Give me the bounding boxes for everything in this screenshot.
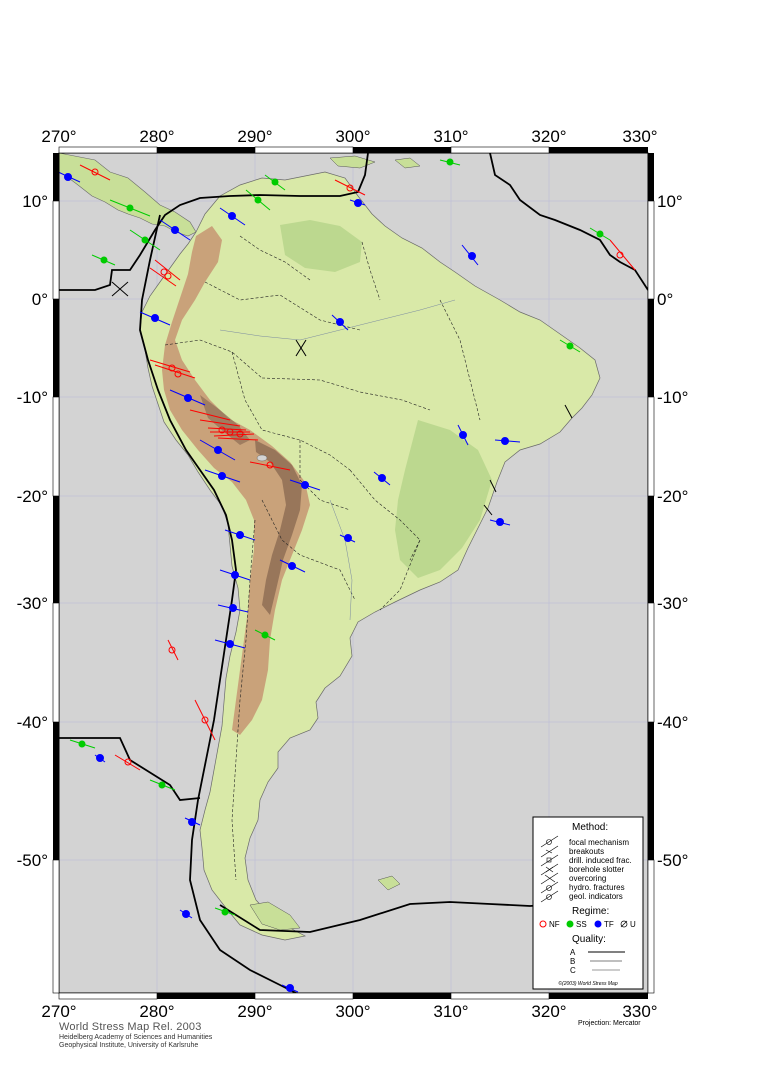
ss-symbols xyxy=(69,158,611,916)
open-circle-icon xyxy=(539,920,547,928)
lat-label: 10° xyxy=(657,192,683,211)
rivers xyxy=(219,299,456,621)
filled-circle-icon xyxy=(594,920,602,928)
legend-method-item: hydro. fractures xyxy=(569,883,625,892)
lat-label: 10° xyxy=(22,192,48,211)
lon-label: 300° xyxy=(335,1002,370,1021)
stress-data-points xyxy=(59,158,636,993)
plate-boundaries xyxy=(59,153,648,993)
legend-regime-label: SS xyxy=(576,920,587,929)
lon-label: 270° xyxy=(41,1002,76,1021)
latitude-labels-left: 10° 0° -10° -20° -30° -40° -50° xyxy=(17,192,48,870)
legend-method-item: geol. indicators xyxy=(569,892,623,901)
lon-label: 320° xyxy=(531,127,566,146)
caribbean-islands xyxy=(329,155,421,169)
lat-label: -10° xyxy=(17,388,48,407)
lat-label: 0° xyxy=(657,290,673,309)
tierra-del-fuego xyxy=(249,901,301,931)
lat-label: -30° xyxy=(657,594,688,613)
footer: World Stress Map Rel. 2003 Heidelberg Ac… xyxy=(59,1021,212,1050)
latitude-labels-right: 10° 0° -10° -20° -30° -40° -50° xyxy=(657,192,688,870)
lon-label: 330° xyxy=(622,127,657,146)
legend-method-icons xyxy=(540,835,559,903)
lon-label: 310° xyxy=(433,1002,468,1021)
lat-label: -40° xyxy=(657,713,688,732)
longitude-labels-top: 270° 280° 290° 300° 310° 320° 330° xyxy=(41,127,657,146)
u-symbols xyxy=(111,281,573,516)
lon-label: 270° xyxy=(41,127,76,146)
legend-method-item: borehole slotter xyxy=(569,865,624,874)
lon-label: 310° xyxy=(433,127,468,146)
legend-method-item: overcoring xyxy=(569,874,606,883)
legend-method-item: focal mechanism xyxy=(569,838,629,847)
lat-label: -10° xyxy=(657,388,688,407)
tf-symbols xyxy=(59,171,521,993)
projection-label: Projection: Mercator xyxy=(578,1020,641,1027)
lon-label: 320° xyxy=(531,1002,566,1021)
legend-quality-title: Quality: xyxy=(572,934,606,945)
lat-label: -50° xyxy=(657,851,688,870)
upland-terrain xyxy=(395,420,492,578)
upland-guiana xyxy=(280,220,362,272)
legend: Method: focal mechanism breakouts drill.… xyxy=(532,816,644,990)
lat-label: -40° xyxy=(17,713,48,732)
legend-regime-title: Regime: xyxy=(572,906,609,917)
lon-label: 300° xyxy=(335,127,370,146)
lon-label: 330° xyxy=(622,1002,657,1021)
lon-label: 290° xyxy=(237,127,272,146)
legend-quality-label: C xyxy=(570,966,576,975)
map-frame xyxy=(52,146,655,1000)
lon-label: 280° xyxy=(139,1002,174,1021)
institution-line: Heidelberg Academy of Sciences and Human… xyxy=(59,1033,213,1041)
legend-regime-label: NF xyxy=(549,920,560,929)
lat-label: -50° xyxy=(17,851,48,870)
legend-method-title: Method: xyxy=(572,822,608,833)
legend-method-item: breakouts xyxy=(569,847,604,856)
south-america xyxy=(139,171,601,941)
lat-label: -20° xyxy=(657,487,688,506)
nf-symbols xyxy=(79,164,636,771)
legend-copyright: ©(2003) World Stress Map xyxy=(558,980,617,987)
half-filled-circle-icon xyxy=(566,920,574,928)
central-america xyxy=(59,153,197,237)
longitude-labels-bottom: 270° 280° 290° 300° 310° 320° 330° xyxy=(41,1002,657,1021)
lon-label: 280° xyxy=(139,127,174,146)
legend-method-item: drill. induced frac. xyxy=(569,856,632,865)
lon-label: 290° xyxy=(237,1002,272,1021)
lake-titicaca xyxy=(256,454,268,462)
map-title: World Stress Map Rel. 2003 xyxy=(59,1021,202,1033)
legend-quality-label: B xyxy=(570,957,575,966)
legend-quality-label: A xyxy=(570,948,576,957)
legend-regime-label: U xyxy=(630,920,636,929)
lat-label: -20° xyxy=(17,487,48,506)
lat-label: 0° xyxy=(32,290,48,309)
slashed-circle-icon xyxy=(620,920,628,928)
andes-peak xyxy=(255,440,302,615)
institute-line: Geophysical Institute, University of Kar… xyxy=(59,1041,199,1049)
legend-regime-label: TF xyxy=(604,920,614,929)
falkland-islands xyxy=(377,875,401,891)
lat-label: -30° xyxy=(17,594,48,613)
